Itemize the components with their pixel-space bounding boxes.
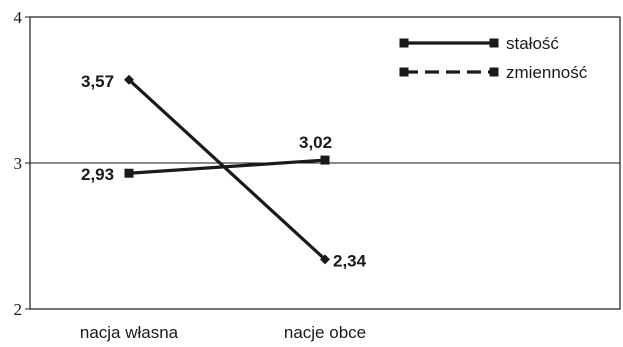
legend: stałość zmienność bbox=[399, 34, 588, 82]
series-1-point bbox=[124, 74, 134, 85]
data-labels: 3,57 2,34 2,93 3,02 bbox=[81, 72, 367, 271]
series-line-2 bbox=[128, 158, 326, 175]
series-2-point bbox=[320, 155, 330, 165]
legend-marker bbox=[489, 67, 499, 77]
legend-marker bbox=[399, 38, 409, 48]
data-label: 3,02 bbox=[299, 133, 332, 152]
x-category-labels: nacja własna nacje obce bbox=[80, 323, 366, 342]
legend-marker bbox=[489, 38, 499, 48]
legend-marker bbox=[399, 67, 409, 77]
data-label: 2,93 bbox=[81, 165, 114, 184]
y-tick-label: 2 bbox=[14, 300, 23, 319]
legend-label: zmienność bbox=[506, 63, 588, 82]
data-label: 3,57 bbox=[81, 72, 114, 91]
legend-label: stałość bbox=[506, 34, 559, 53]
x-category-label: nacja własna bbox=[80, 323, 179, 342]
series-2-point bbox=[124, 168, 134, 178]
y-tick-labels: 2 3 4 bbox=[14, 8, 23, 319]
series-line-1 bbox=[127, 78, 327, 261]
data-label: 2,34 bbox=[333, 251, 367, 270]
y-tick-label: 4 bbox=[14, 8, 23, 27]
series-1-point bbox=[320, 254, 330, 265]
series-layer bbox=[124, 74, 330, 265]
x-category-label: nacje obce bbox=[284, 323, 366, 342]
y-tick-label: 3 bbox=[14, 154, 23, 173]
